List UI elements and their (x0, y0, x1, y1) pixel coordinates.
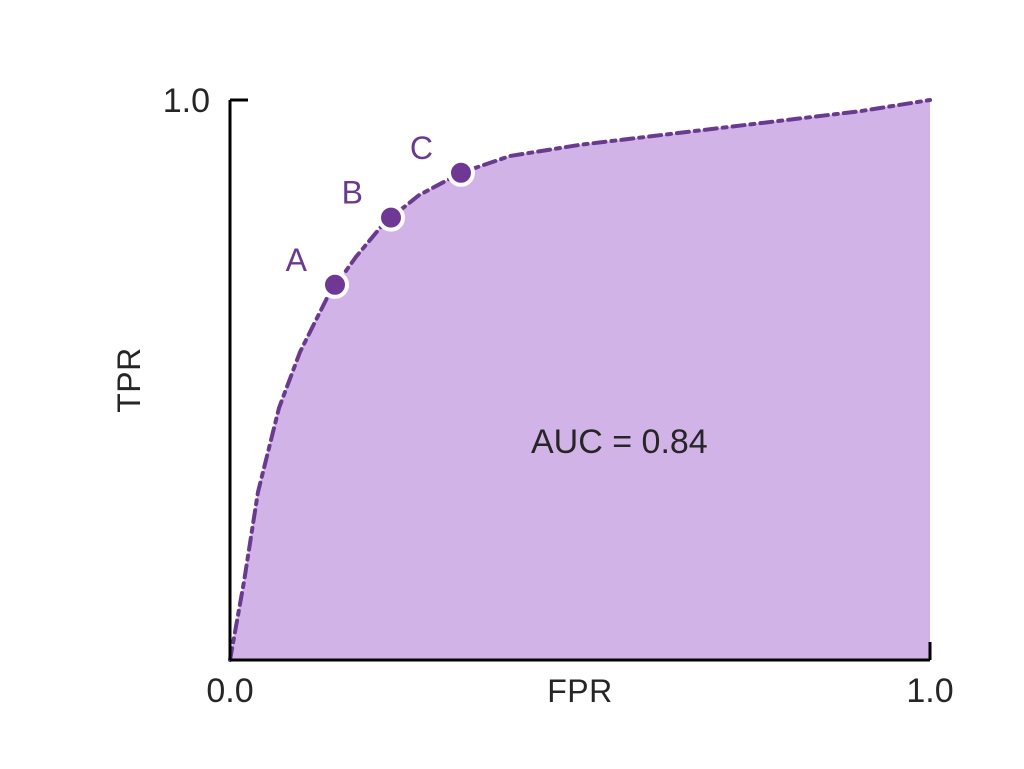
marker-label-b: B (342, 175, 363, 211)
roc-chart-container: 0.0 1.0 1.0 FPR TPR AB C AUC = 0.84 (0, 0, 1024, 769)
y-tick-label: 1.0 (163, 82, 210, 120)
x-tick-label: 1.0 (906, 672, 953, 710)
x-tick-label: 0.0 (206, 672, 253, 710)
marker-label-c: C (410, 130, 433, 166)
x-axis-label: FPR (547, 673, 613, 709)
marker-point-c (449, 161, 473, 185)
roc-chart-svg: 0.0 1.0 1.0 FPR TPR AB C AUC = 0.84 (0, 0, 1024, 769)
marker-label-a: A (286, 242, 308, 278)
marker-point-b (379, 206, 403, 230)
y-axis-label: TPR (111, 347, 147, 413)
marker-point-a (323, 273, 347, 297)
auc-annotation: AUC = 0.84 (531, 423, 708, 461)
